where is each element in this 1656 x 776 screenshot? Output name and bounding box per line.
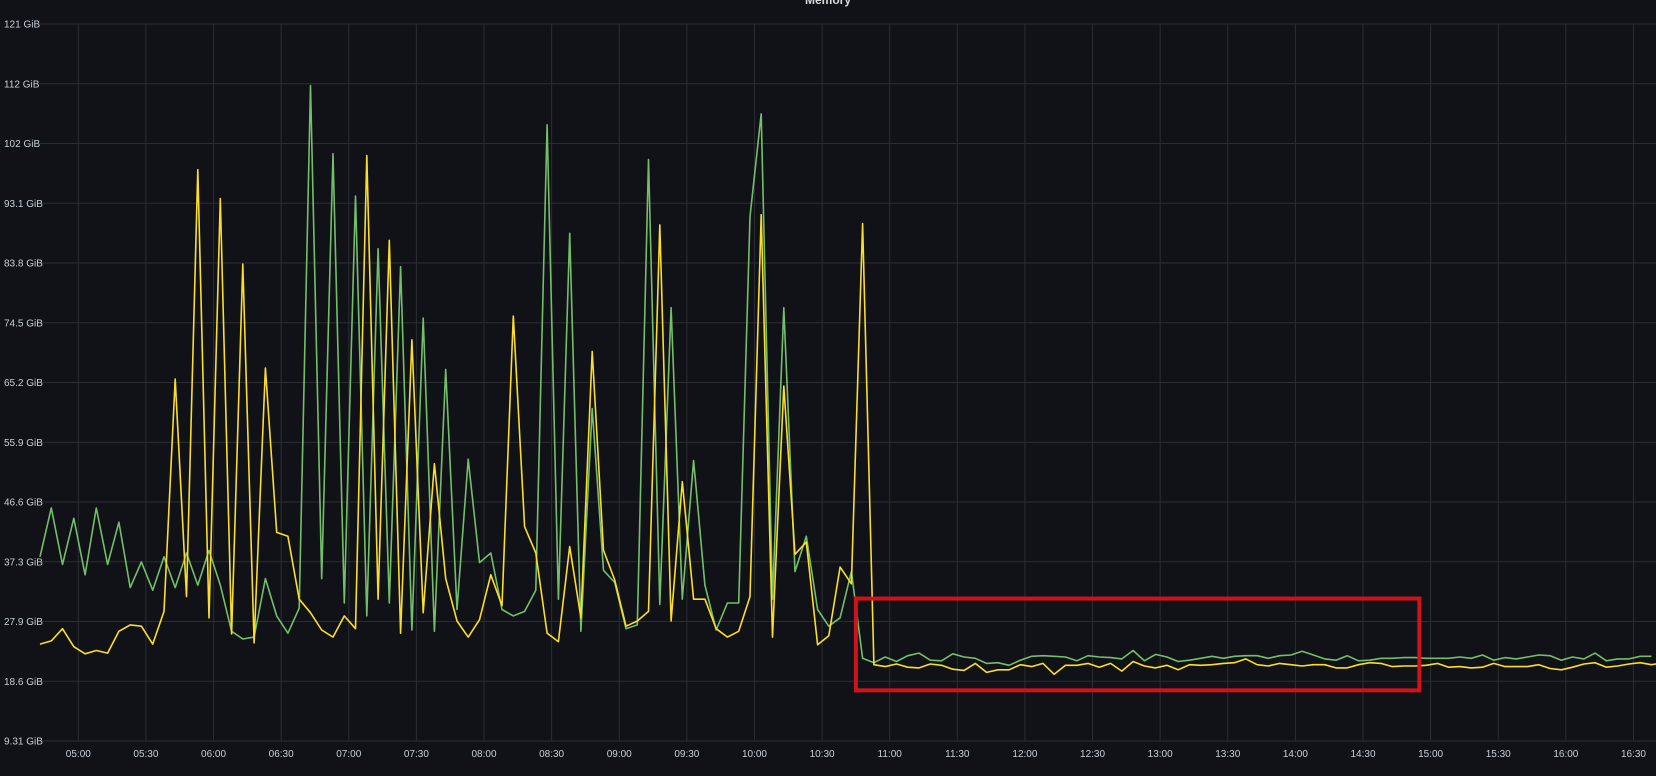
y-tick-label: 121 GiB	[4, 20, 40, 31]
x-tick-label: 10:00	[742, 749, 767, 760]
series-line-yellow	[39, 154, 1656, 676]
x-tick-label: 11:30	[945, 749, 970, 760]
x-tick-label: 07:30	[404, 749, 429, 760]
x-tick-label: 11:00	[878, 749, 903, 760]
x-axis-ticks: 05:00 05:30 06:00 06:30 07:00 07:30 08:00 08:30…	[66, 749, 1647, 760]
x-tick-label: 08:00	[471, 749, 496, 760]
highlight-box	[853, 596, 1422, 693]
y-tick-label: 9.31 GiB	[4, 737, 43, 748]
y-tick-label: 46.6 GiB	[4, 498, 43, 509]
x-tick-label: 16:00	[1553, 749, 1578, 760]
series-lines	[39, 84, 1656, 676]
x-tick-label: 06:30	[269, 749, 294, 760]
x-tick-label: 13:30	[1215, 749, 1240, 760]
y-tick-label: 55.9 GiB	[4, 438, 43, 449]
panel-title: Memory	[804, 0, 851, 7]
y-tick-label: 102 GiB	[4, 139, 40, 150]
y-tick-label: 65.2 GiB	[4, 378, 43, 389]
x-tick-label: 12:00	[1012, 749, 1037, 760]
x-tick-label: 07:00	[336, 749, 361, 760]
x-tick-label: 16:30	[1621, 749, 1646, 760]
x-tick-label: 05:30	[133, 749, 158, 760]
y-tick-label: 93.1 GiB	[4, 199, 43, 210]
grid	[40, 23, 1656, 742]
x-tick-label: 09:30	[674, 749, 699, 760]
x-tick-label: 08:30	[539, 749, 564, 760]
y-tick-label: 112 GiB	[4, 79, 40, 90]
y-tick-label: 83.8 GiB	[4, 259, 43, 270]
y-axis-ticks: 9.31 GiB 18.6 GiB 27.9 GiB 37.3 GiB 46.6 GiB…	[4, 20, 43, 748]
x-tick-label: 06:00	[201, 749, 226, 760]
x-tick-label: 10:30	[810, 749, 835, 760]
y-tick-label: 74.5 GiB	[4, 318, 43, 329]
x-tick-label: 12:30	[1080, 749, 1105, 760]
x-tick-label: 14:30	[1350, 749, 1375, 760]
y-tick-label: 37.3 GiB	[4, 557, 43, 568]
x-tick-label: 13:00	[1148, 749, 1173, 760]
series-line-green	[39, 84, 1652, 667]
x-tick-label: 14:00	[1283, 749, 1308, 760]
x-tick-label: 09:00	[607, 749, 632, 760]
x-tick-label: 05:00	[66, 749, 91, 760]
y-tick-label: 27.9 GiB	[4, 617, 43, 628]
x-tick-label: 15:30	[1486, 749, 1511, 760]
x-tick-label: 15:00	[1418, 749, 1443, 760]
y-tick-label: 18.6 GiB	[4, 677, 43, 688]
annotation-layer	[853, 596, 1422, 693]
